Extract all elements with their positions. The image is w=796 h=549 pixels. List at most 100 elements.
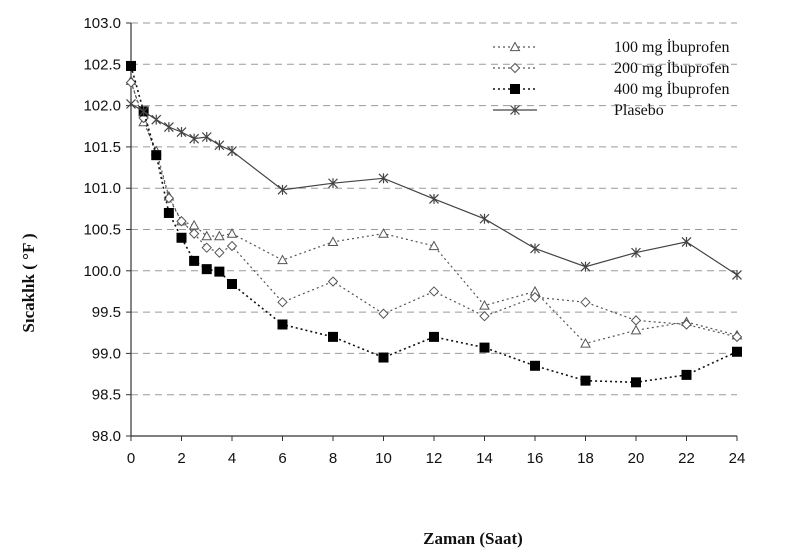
x-axis-ticks: 0 2 4 6 8 10 12 14 16 18 20 22 24 [127,436,746,467]
data-point-star [126,98,136,109]
data-point-star [378,173,389,184]
legend-label: 100 mg İbuprofen [614,38,730,56]
series-line [130,82,738,338]
data-point-diamond [378,308,389,319]
data-point-diamond [201,242,212,253]
data-point-square [479,342,490,353]
y-tick-label: 101.5 [83,139,121,156]
data-point-star [631,247,641,258]
data-point-star [176,127,187,138]
legend: 100 mg İbuprofen 200 mg İbuprofen 400 mg İ… [493,38,730,119]
y-tick-label: 98.0 [92,428,121,445]
legend-item: 400 mg İbuprofen [493,80,730,98]
data-point-diamond [226,240,238,252]
x-tick-label: 0 [127,450,135,467]
data-point-diamond [277,296,288,308]
x-axis-title: Zaman (Saat) [423,529,523,548]
data-point-diamond [681,319,692,330]
data-point-triangle [509,41,521,52]
y-tick-label: 102.0 [83,98,121,115]
series-diamond [125,77,743,343]
legend-item: Plasebo [493,102,664,119]
data-point-star [479,213,490,224]
data-point-square [631,377,641,388]
y-tick-label: 99.5 [92,304,121,321]
y-axis-ticks: 98.0 98.5 99.0 99.5 100.0 100.5 101.0 101.5 102.… [83,15,131,445]
data-point-star [530,243,540,254]
data-point-star [681,236,692,247]
data-point-square [163,207,174,218]
data-point-triangle [226,228,238,238]
legend-label: 200 mg İbuprofen [614,59,730,77]
data-point-star [277,184,288,195]
x-tick-label: 4 [228,450,236,467]
data-point-diamond [529,292,541,303]
legend-label: Plasebo [614,102,664,119]
y-tick-label: 103.0 [83,15,121,32]
data-point-square [126,60,136,71]
data-point-star [732,269,742,280]
x-tick-label: 16 [527,450,544,467]
data-point-square [681,369,692,380]
y-tick-label: 100.0 [83,263,121,280]
data-point-square [151,150,162,161]
x-tick-label: 20 [628,450,645,467]
data-point-square [732,346,742,357]
data-point-square [189,255,200,266]
data-point-square [328,331,338,342]
x-tick-label: 24 [729,450,746,467]
data-point-star [151,114,162,125]
data-point-triangle [188,219,200,230]
data-point-square [378,352,389,363]
data-point-square [510,84,520,94]
x-tick-label: 22 [678,450,695,467]
legend-item: 100 mg İbuprofen [493,38,730,56]
data-point-triangle [479,299,490,310]
data-point-triangle [327,236,339,246]
data-point-star [214,140,225,151]
data-point-diamond [176,216,187,227]
data-point-square [429,331,439,342]
x-tick-label: 14 [476,450,493,467]
x-tick-label: 12 [426,450,443,467]
y-tick-label: 102.5 [83,56,121,73]
data-point-triangle [428,240,440,251]
y-tick-label: 101.0 [83,180,121,197]
data-point-square [176,232,187,243]
data-point-triangle [630,324,642,335]
data-point-star [580,261,591,272]
data-point-triangle [214,230,225,241]
x-tick-label: 2 [177,450,185,467]
data-point-square [227,279,237,290]
data-point-star [227,146,237,157]
series-group [125,60,743,388]
data-point-square [580,375,591,386]
data-point-star [138,106,149,117]
y-tick-label: 100.5 [83,222,121,239]
data-point-diamond [125,77,137,88]
data-point-diamond [428,286,440,297]
data-point-triangle [277,254,288,265]
y-axis-title: Sıcaklık ( °F ) [19,233,38,332]
x-tick-label: 18 [577,450,594,467]
data-point-square [201,264,212,275]
x-tick-label: 10 [375,450,392,467]
series-square [126,60,742,388]
legend-label: 400 mg İbuprofen [614,80,730,98]
y-tick-label: 98.5 [92,387,121,404]
data-point-diamond [731,331,743,343]
data-point-triangle [201,230,213,241]
data-point-triangle [580,337,591,348]
legend-item: 200 mg İbuprofen [493,59,730,77]
data-point-star [429,193,439,204]
data-point-diamond [509,62,521,74]
data-point-diamond [479,311,490,322]
data-point-diamond [580,296,591,308]
x-tick-label: 6 [278,450,286,467]
data-point-diamond [327,276,339,287]
series-star [126,98,742,280]
data-point-star [201,131,212,142]
data-point-diamond [630,315,642,326]
data-point-square [530,360,540,371]
